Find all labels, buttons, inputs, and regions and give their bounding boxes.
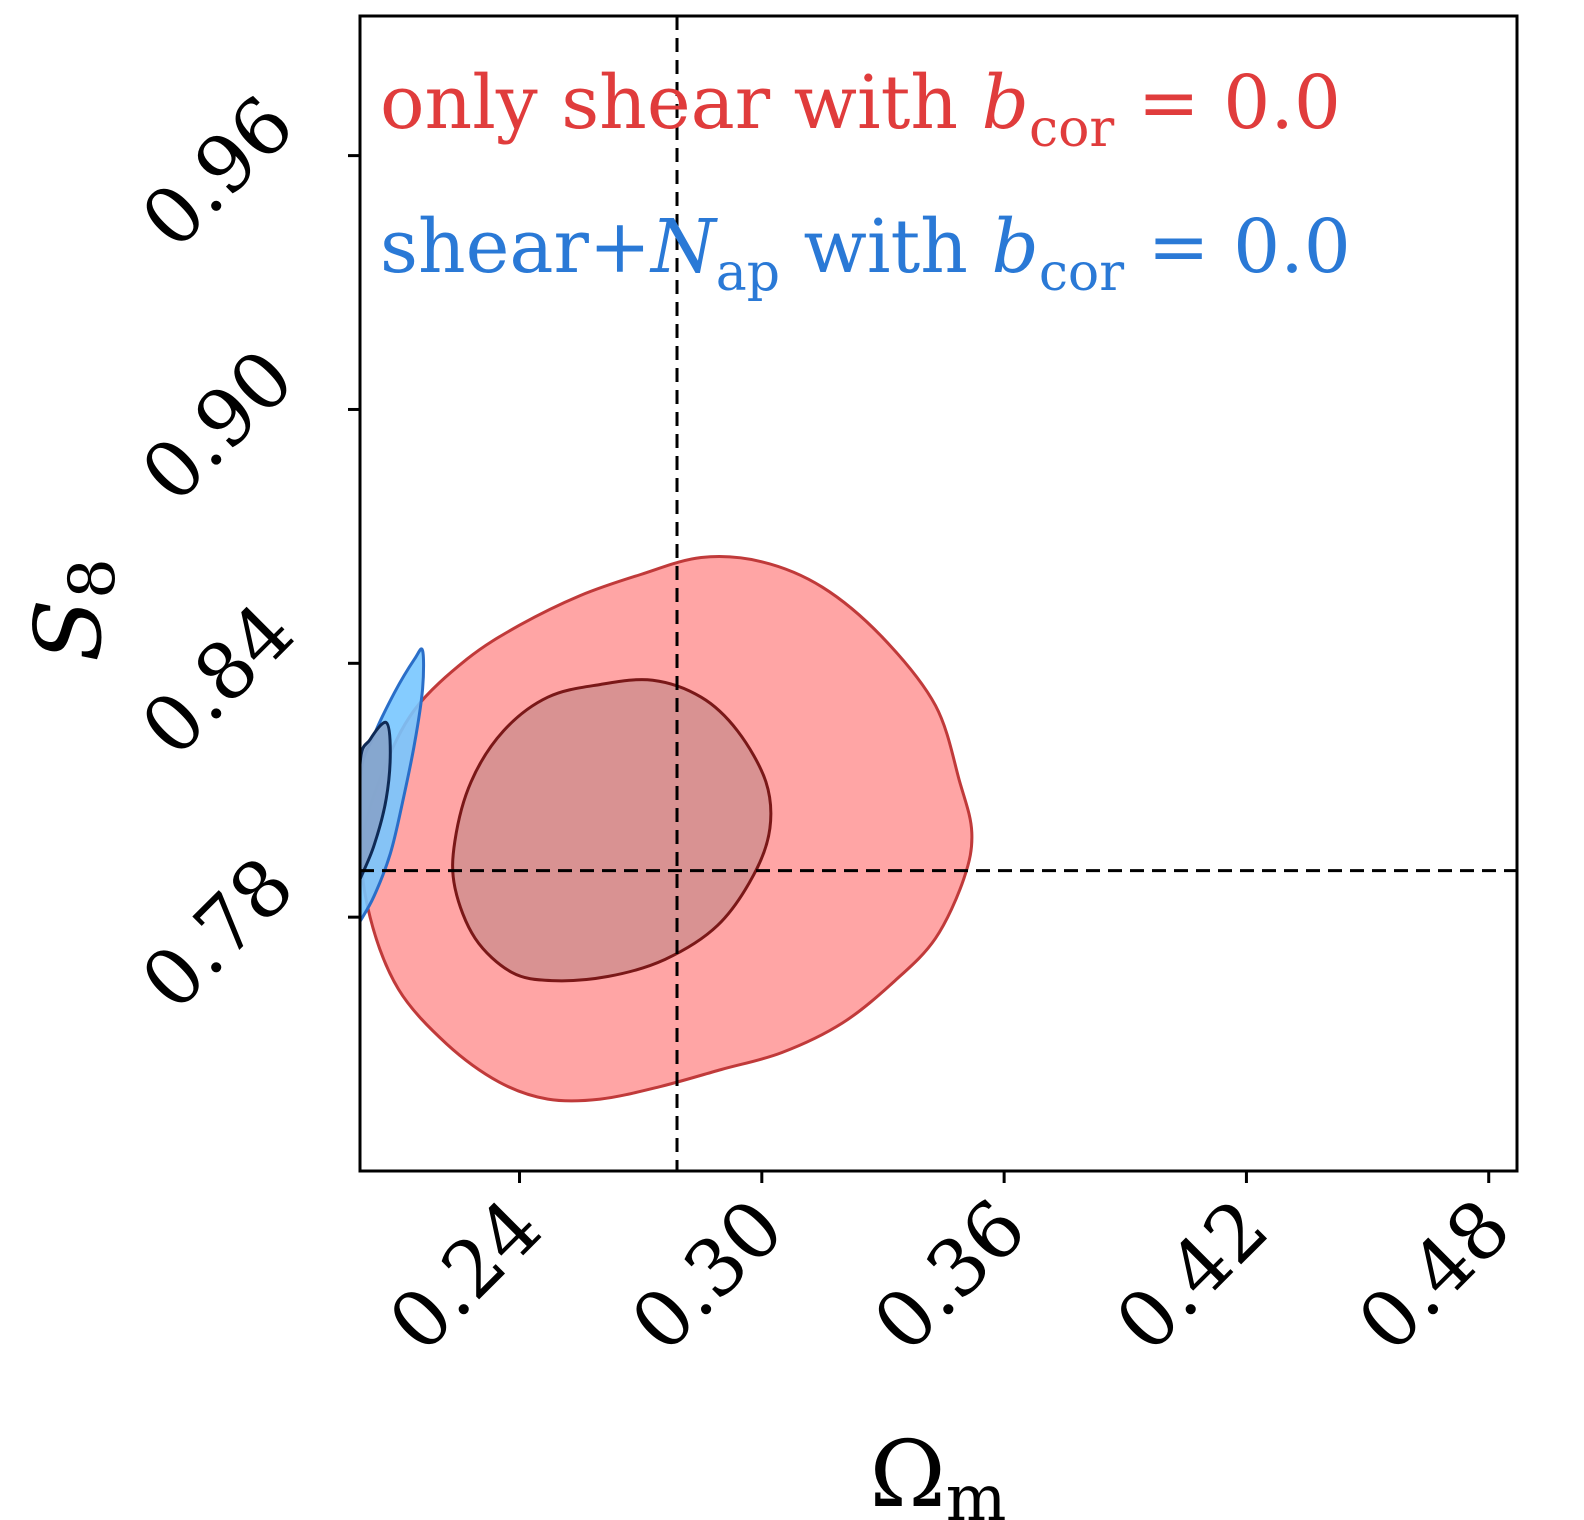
y-axis-label: S8 (15, 558, 130, 662)
x-axis-label-symbol: Ω (870, 1421, 946, 1520)
y-axis-label-symbol: S (15, 599, 122, 662)
plot-frame (358, 14, 1519, 1173)
contour-series-1-inner (451, 678, 773, 983)
x-axis-label-subscript: m (946, 1462, 1007, 1520)
reference-lines (360, 16, 1517, 1171)
legend: only shear with bcor = 0.0 shear+Nap with… (380, 60, 1351, 303)
legend-entry-2: shear+Nap with bcor = 0.0 (380, 204, 1351, 303)
y-axis-label-subscript: 8 (56, 558, 130, 599)
legend-entry-1: only shear with bcor = 0.0 (380, 60, 1341, 159)
x-axis-label: Ωm (870, 1421, 1007, 1520)
